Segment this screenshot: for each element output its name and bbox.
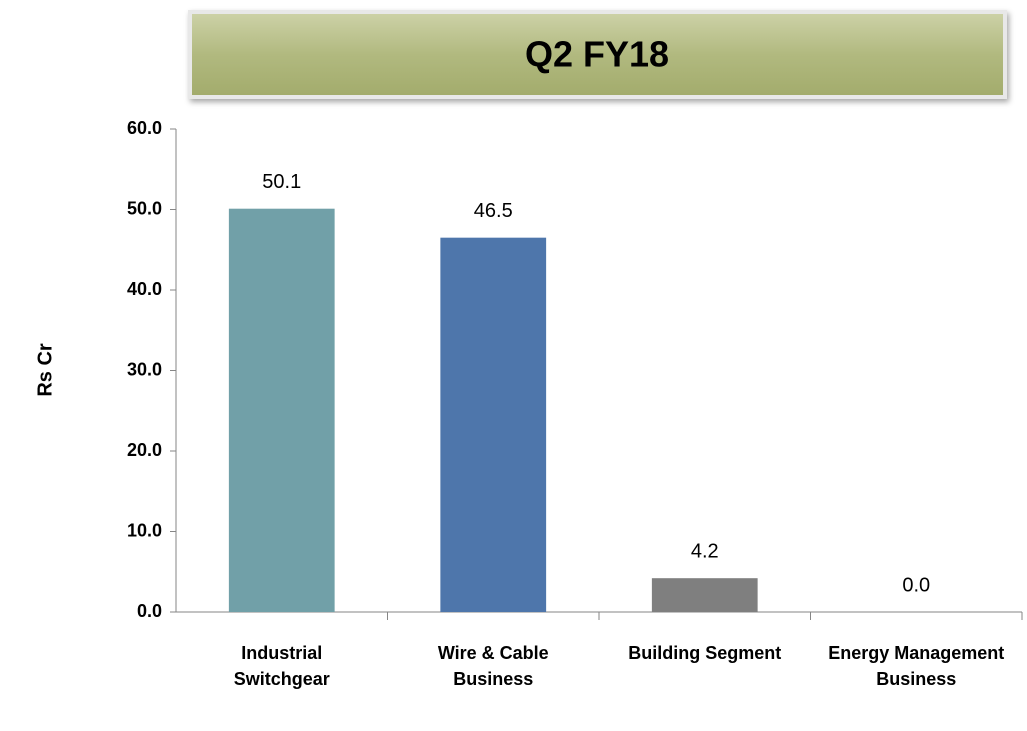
bar (228, 208, 335, 612)
x-tick-label: Building Segment (628, 643, 782, 663)
y-tick-label: 0.0 (137, 601, 162, 621)
y-tick-label: 50.0 (127, 198, 162, 218)
y-axis-label: Rs Cr (34, 343, 56, 397)
data-label: 46.5 (474, 200, 513, 222)
title-box (188, 10, 1007, 99)
data-label: 4.2 (691, 540, 719, 562)
y-tick-label: 40.0 (127, 279, 162, 299)
data-label: 0.0 (902, 574, 930, 596)
bar (440, 237, 547, 613)
y-tick-label: 30.0 (127, 359, 162, 379)
y-tick-label: 10.0 (127, 520, 162, 540)
y-tick-label: 60.0 (127, 118, 162, 138)
x-tick-label: Wire & Cable Business (437, 643, 549, 689)
bar (651, 578, 758, 612)
chart-title: Q2 FY18 (525, 34, 669, 75)
y-tick-label: 20.0 (127, 440, 162, 460)
x-tick-label: Energy Management Business (828, 643, 1005, 689)
data-label: 50.1 (262, 171, 301, 193)
x-tick-label: Industrial Switchgear (233, 643, 330, 689)
